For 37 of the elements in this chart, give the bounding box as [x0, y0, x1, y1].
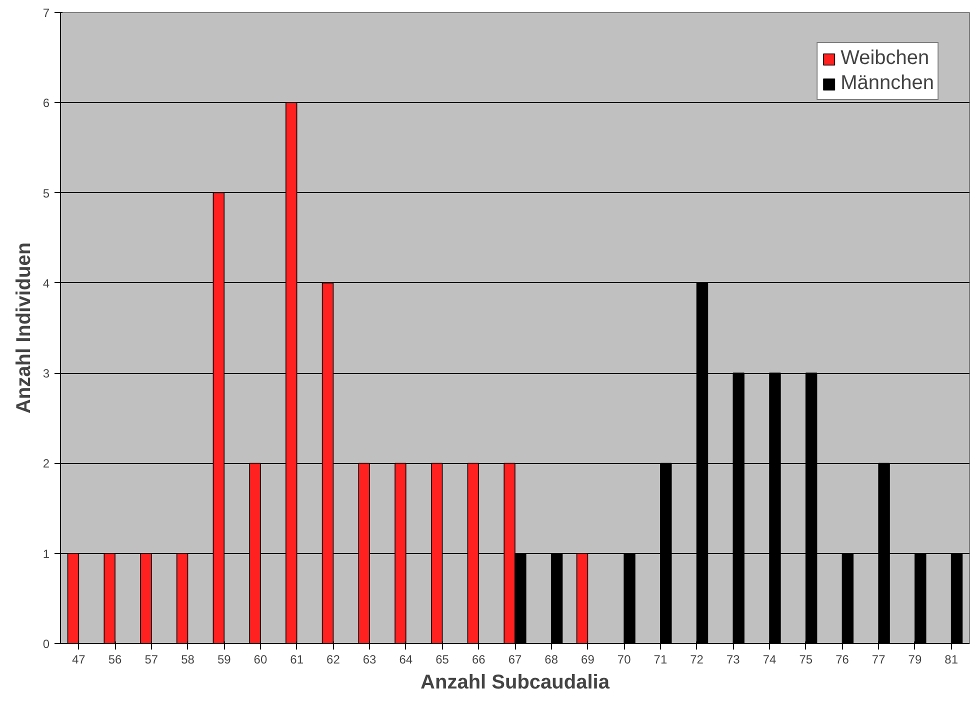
legend-label: Männchen: [840, 72, 934, 95]
x-tick-label: 76: [836, 652, 850, 666]
x-tick-label: 63: [362, 652, 377, 666]
x-tick-label: 77: [872, 652, 886, 666]
y-tick-label: 7: [42, 6, 50, 20]
x-tick-label: 66: [472, 652, 486, 666]
x-tick-label: 73: [726, 652, 740, 666]
x-tick-label: 58: [181, 652, 195, 666]
x-tick-label: 81: [944, 652, 958, 666]
x-tick-label: 70: [617, 652, 632, 666]
x-axis-title: Anzahl Subcaudalia: [420, 672, 610, 694]
legend-label: Weibchen: [840, 47, 930, 70]
x-tick-label: 74: [762, 652, 777, 666]
y-tick-label: 2: [42, 456, 50, 471]
x-tick-label: 57: [144, 652, 158, 666]
x-tick-label: 75: [799, 652, 813, 666]
x-tick-label: 60: [254, 652, 268, 666]
x-tick-label: 47: [72, 652, 86, 666]
x-tick-label: 65: [436, 652, 450, 666]
y-axis-title: Anzahl Individuen: [12, 242, 35, 414]
y-tick-label: 4: [42, 276, 50, 290]
x-tick-label: 79: [908, 652, 922, 666]
y-tick-label: 1: [42, 546, 50, 561]
y-tick-label: 5: [42, 186, 50, 200]
y-tick-label: 3: [42, 366, 50, 381]
x-tick-label: 59: [217, 652, 232, 666]
x-tick-label: 56: [108, 652, 122, 666]
x-tick-label: 71: [654, 652, 668, 666]
x-tick-label: 68: [544, 652, 558, 666]
x-tick-label: 62: [326, 652, 340, 666]
x-tick-label: 61: [290, 652, 304, 666]
x-tick-label: 67: [508, 652, 522, 666]
y-tick-label: 6: [42, 96, 50, 110]
x-tick-label: 69: [581, 652, 595, 666]
x-tick-label: 72: [690, 652, 704, 666]
y-tick-label: 0: [42, 637, 50, 651]
x-tick-label: 64: [399, 652, 413, 666]
